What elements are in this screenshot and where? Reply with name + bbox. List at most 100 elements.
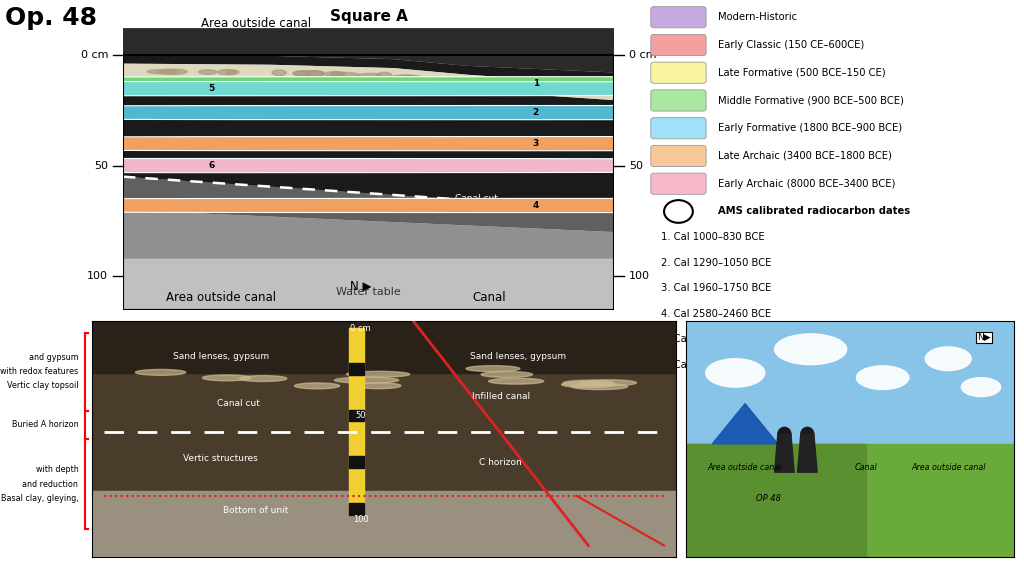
Text: Canal: Canal — [855, 463, 878, 472]
Text: 50: 50 — [355, 411, 366, 420]
Ellipse shape — [856, 366, 909, 390]
Ellipse shape — [335, 377, 398, 383]
Text: Middle Formative (900 BCE–500 BCE): Middle Formative (900 BCE–500 BCE) — [718, 96, 904, 105]
Polygon shape — [774, 435, 795, 472]
Text: Canal cut: Canal cut — [456, 194, 499, 203]
Text: 3: 3 — [532, 139, 539, 148]
Polygon shape — [123, 28, 614, 73]
Ellipse shape — [346, 372, 410, 377]
Text: N ▶: N ▶ — [358, 29, 379, 42]
Ellipse shape — [481, 372, 532, 377]
Polygon shape — [92, 321, 676, 373]
Text: Vertic structures: Vertic structures — [183, 454, 258, 463]
Ellipse shape — [774, 334, 847, 365]
Ellipse shape — [331, 73, 358, 77]
Ellipse shape — [561, 382, 615, 387]
FancyBboxPatch shape — [651, 118, 707, 139]
Text: Square A: Square A — [330, 8, 408, 24]
Text: Early Formative (1800 BCE–900 BCE): Early Formative (1800 BCE–900 BCE) — [718, 123, 902, 133]
Ellipse shape — [488, 378, 544, 384]
Polygon shape — [798, 435, 817, 472]
Text: OP 48: OP 48 — [756, 494, 780, 503]
Ellipse shape — [331, 72, 345, 77]
Ellipse shape — [563, 380, 614, 386]
Ellipse shape — [326, 72, 343, 77]
Polygon shape — [686, 444, 1014, 557]
Text: Canal: Canal — [524, 33, 557, 46]
Ellipse shape — [543, 86, 573, 92]
Text: 50: 50 — [94, 160, 109, 171]
Ellipse shape — [376, 72, 392, 79]
Text: Sand lenses, gypsum: Sand lenses, gypsum — [470, 352, 566, 361]
Ellipse shape — [294, 71, 325, 77]
Ellipse shape — [307, 71, 325, 77]
Ellipse shape — [398, 75, 414, 79]
Polygon shape — [349, 410, 364, 421]
Text: C horizon: C horizon — [479, 458, 522, 467]
Circle shape — [0, 82, 1024, 96]
Ellipse shape — [447, 78, 460, 84]
FancyBboxPatch shape — [651, 173, 707, 194]
Text: Area outside canal: Area outside canal — [201, 17, 310, 30]
Ellipse shape — [203, 375, 251, 381]
Text: Canal: Canal — [472, 292, 506, 305]
Text: Infilled canal: Infilled canal — [472, 392, 529, 401]
Text: 5: 5 — [208, 84, 214, 93]
Text: 6. Cal 5930–5770 BCE: 6. Cal 5930–5770 BCE — [662, 360, 772, 370]
Text: 1: 1 — [532, 79, 539, 88]
Text: Early Archaic (8000 BCE–3400 BCE): Early Archaic (8000 BCE–3400 BCE) — [718, 178, 896, 189]
Ellipse shape — [706, 359, 765, 387]
Circle shape — [0, 158, 1024, 173]
Circle shape — [0, 137, 1024, 151]
Polygon shape — [123, 55, 614, 84]
Ellipse shape — [425, 77, 443, 82]
Ellipse shape — [295, 383, 340, 389]
Text: 100: 100 — [629, 271, 650, 282]
Text: 50: 50 — [629, 160, 643, 171]
Ellipse shape — [158, 69, 187, 74]
Ellipse shape — [218, 70, 236, 75]
Text: 0 cm: 0 cm — [81, 50, 109, 60]
Text: 0 cm: 0 cm — [350, 324, 371, 333]
Ellipse shape — [500, 83, 516, 87]
Ellipse shape — [778, 427, 791, 441]
Ellipse shape — [147, 70, 177, 74]
Text: 3. Cal 1960–1750 BCE: 3. Cal 1960–1750 BCE — [662, 283, 772, 293]
Ellipse shape — [962, 378, 1000, 396]
Text: Buried A horizon: Buried A horizon — [11, 421, 78, 430]
Ellipse shape — [358, 73, 382, 77]
Ellipse shape — [356, 383, 401, 388]
Polygon shape — [686, 444, 866, 557]
Text: Modern-Historic: Modern-Historic — [718, 12, 798, 22]
Ellipse shape — [293, 71, 310, 76]
Polygon shape — [123, 79, 614, 210]
FancyBboxPatch shape — [651, 90, 707, 111]
Ellipse shape — [240, 376, 287, 382]
Ellipse shape — [571, 384, 628, 390]
Text: and reduction: and reduction — [23, 480, 78, 489]
Text: Sand lenses, gypsum: Sand lenses, gypsum — [172, 352, 268, 361]
Polygon shape — [123, 258, 614, 310]
Text: Water table: Water table — [336, 287, 401, 297]
Text: Early Classic (150 CE–600CE): Early Classic (150 CE–600CE) — [718, 40, 864, 50]
Ellipse shape — [926, 347, 971, 370]
Polygon shape — [686, 321, 1014, 444]
Text: with depth: with depth — [36, 466, 78, 475]
Text: Bottom of unit: Bottom of unit — [223, 506, 289, 515]
FancyBboxPatch shape — [651, 34, 707, 56]
FancyBboxPatch shape — [651, 62, 707, 83]
Ellipse shape — [199, 70, 217, 74]
Text: N▶: N▶ — [978, 333, 991, 342]
Polygon shape — [123, 210, 614, 258]
Text: 2. Cal 1290–1050 BCE: 2. Cal 1290–1050 BCE — [662, 257, 772, 267]
Polygon shape — [92, 491, 676, 557]
Text: Basal clay, gleying,: Basal clay, gleying, — [1, 494, 78, 503]
Polygon shape — [123, 177, 614, 232]
Polygon shape — [123, 64, 614, 100]
Text: 0 cm: 0 cm — [629, 50, 656, 60]
Ellipse shape — [402, 75, 418, 79]
Text: 1. Cal 1000–830 BCE: 1. Cal 1000–830 BCE — [662, 232, 765, 242]
Text: Late Formative (500 BCE–150 CE): Late Formative (500 BCE–150 CE) — [718, 68, 886, 78]
Text: Canal cut: Canal cut — [217, 399, 259, 408]
Polygon shape — [349, 503, 364, 515]
